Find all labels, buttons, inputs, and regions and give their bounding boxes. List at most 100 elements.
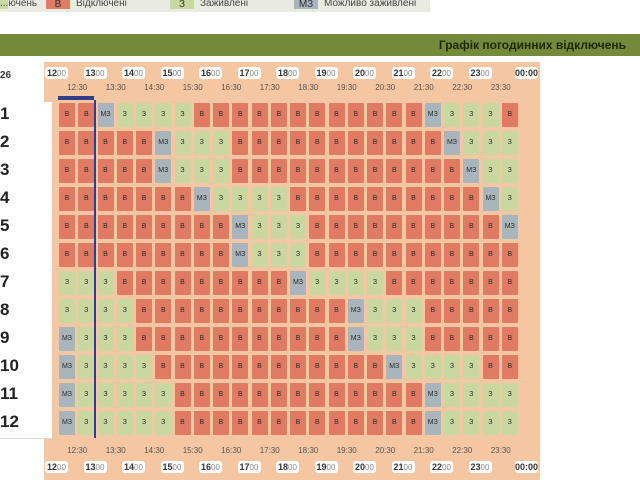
hour-label: 2100 bbox=[391, 461, 415, 473]
group-label: 12 bbox=[0, 410, 52, 439]
schedule-cell: З bbox=[116, 383, 133, 407]
schedule-cell: В bbox=[482, 355, 499, 379]
half-hour-label: 12:30 bbox=[67, 83, 88, 92]
hour-label: 1900 bbox=[314, 67, 338, 79]
schedule-cell: З bbox=[444, 411, 460, 435]
hour-label-hour: 17 bbox=[239, 462, 250, 472]
schedule-cell: В bbox=[251, 383, 268, 407]
hour-label: 1800 bbox=[276, 461, 299, 473]
schedule-cell: З bbox=[116, 411, 133, 435]
schedule-cell: В bbox=[116, 159, 133, 183]
schedule-cell: З bbox=[347, 271, 364, 295]
schedule-cell: В bbox=[155, 299, 172, 323]
group-label: 7 bbox=[0, 270, 52, 299]
schedule-cell: МЗ bbox=[59, 327, 75, 351]
schedule-cell: МЗ bbox=[232, 215, 249, 239]
schedule-cell: З bbox=[97, 327, 114, 351]
schedule-cell: В bbox=[116, 215, 133, 239]
legend: ...ючень В Відключені З Заживлені МЗ Мож… bbox=[0, 0, 430, 12]
schedule-cell: В bbox=[251, 103, 268, 127]
schedule-cell: В bbox=[405, 411, 422, 435]
group-number: 4 bbox=[0, 188, 10, 207]
legend-label-on: Заживлені bbox=[200, 0, 249, 9]
hour-label-minutes: 00 bbox=[211, 463, 220, 472]
legend-label-off: Відключені bbox=[76, 0, 127, 9]
half-hour-label: 20:30 bbox=[375, 83, 396, 92]
hour-label-hour: 18 bbox=[278, 462, 289, 472]
schedule-cell: В bbox=[270, 327, 287, 351]
schedule-cell: В bbox=[290, 187, 306, 211]
half-hour-label: 12:30 bbox=[67, 446, 88, 455]
schedule-cell: В bbox=[367, 215, 383, 239]
schedule-cell: В bbox=[424, 327, 441, 351]
schedule-cell: В bbox=[232, 271, 249, 295]
schedule-cell: В bbox=[97, 187, 114, 211]
current-time-line bbox=[94, 100, 96, 438]
schedule-cell: В bbox=[251, 299, 268, 323]
schedule-cell: З bbox=[213, 131, 229, 155]
schedule-cell: МЗ bbox=[59, 383, 75, 407]
schedule-cell: В bbox=[386, 215, 403, 239]
schedule-cell: З bbox=[136, 383, 152, 407]
schedule-cell: В bbox=[174, 383, 191, 407]
schedule-cell: В bbox=[309, 411, 326, 435]
schedule-cell: В bbox=[367, 383, 383, 407]
hour-label-end: 00:00 bbox=[515, 461, 539, 473]
schedule-cell: В bbox=[405, 271, 422, 295]
schedule-cell: В bbox=[270, 131, 287, 155]
schedule-cell: З bbox=[328, 271, 345, 295]
group-label: 1 bbox=[0, 102, 52, 131]
schedule-cell: В bbox=[290, 299, 306, 323]
schedule-cell: З bbox=[482, 131, 499, 155]
hour-label-hour: 21 bbox=[393, 462, 404, 472]
hour-label-hour: 12 bbox=[47, 68, 58, 78]
schedule-cell: В bbox=[174, 243, 191, 267]
schedule-cell: З bbox=[270, 243, 287, 267]
schedule-cell: В bbox=[347, 383, 364, 407]
schedule-cell: В bbox=[232, 103, 249, 127]
schedule-cell: В bbox=[213, 355, 229, 379]
hour-label-minutes: 00 bbox=[172, 463, 182, 472]
schedule-cell: В bbox=[501, 327, 518, 351]
schedule-cell: В bbox=[444, 159, 460, 183]
legend-label-maybe: Можливо заживлені bbox=[324, 0, 417, 9]
schedule-cell: В bbox=[367, 411, 383, 435]
schedule-cell: В bbox=[174, 187, 191, 211]
group-label: 10 bbox=[0, 354, 52, 383]
hour-label-hour: 18 bbox=[278, 68, 289, 78]
half-hour-label: 23:30 bbox=[490, 83, 511, 92]
half-hour-label: 19:30 bbox=[336, 83, 357, 92]
schedule-banner: Графік погодинних відключень bbox=[0, 34, 640, 56]
schedule-cell: З bbox=[463, 103, 480, 127]
schedule-cell: В bbox=[213, 299, 229, 323]
hour-label: 1700 bbox=[237, 67, 261, 79]
schedule-cell: В bbox=[193, 243, 210, 267]
schedule-cell: В bbox=[270, 159, 287, 183]
half-hour-label: 22:30 bbox=[452, 446, 473, 455]
schedule-cell: В bbox=[347, 187, 364, 211]
schedule-cell: З bbox=[386, 299, 403, 323]
half-hour-label: 15:30 bbox=[182, 446, 203, 455]
schedule-cell: В bbox=[463, 215, 480, 239]
schedule-cell: В bbox=[174, 411, 191, 435]
half-hour-label: 17:30 bbox=[259, 83, 280, 92]
schedule-cell: З bbox=[155, 383, 172, 407]
schedule-cell: З bbox=[367, 271, 383, 295]
hour-label: 2200 bbox=[430, 461, 453, 473]
schedule-cell: В bbox=[482, 271, 499, 295]
schedule-cell: В bbox=[290, 411, 306, 435]
schedule-cell: В bbox=[155, 215, 172, 239]
schedule-cell: В bbox=[424, 187, 441, 211]
hour-label-hour: 15 bbox=[162, 462, 173, 472]
half-hour-label: 14:30 bbox=[144, 446, 165, 455]
schedule-cell: З bbox=[482, 159, 499, 183]
legend-swatch-partial bbox=[0, 0, 8, 9]
schedule-cell: В bbox=[501, 355, 518, 379]
hour-label-minutes: 00 bbox=[365, 463, 374, 472]
schedule-cell: В bbox=[136, 327, 152, 351]
schedule-cell: В bbox=[193, 103, 210, 127]
schedule-cell: В bbox=[193, 327, 210, 351]
hour-label: 1500 bbox=[160, 67, 184, 79]
hour-label-minutes: 00 bbox=[134, 69, 143, 78]
schedule-cell: З bbox=[116, 355, 133, 379]
